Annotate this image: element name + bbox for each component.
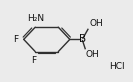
Text: B: B (79, 34, 86, 44)
Text: OH: OH (89, 19, 103, 28)
Text: H₂N: H₂N (27, 14, 44, 23)
Text: F: F (13, 35, 18, 44)
Text: F: F (31, 56, 36, 65)
Text: OH: OH (86, 50, 100, 59)
Text: HCl: HCl (109, 62, 124, 71)
